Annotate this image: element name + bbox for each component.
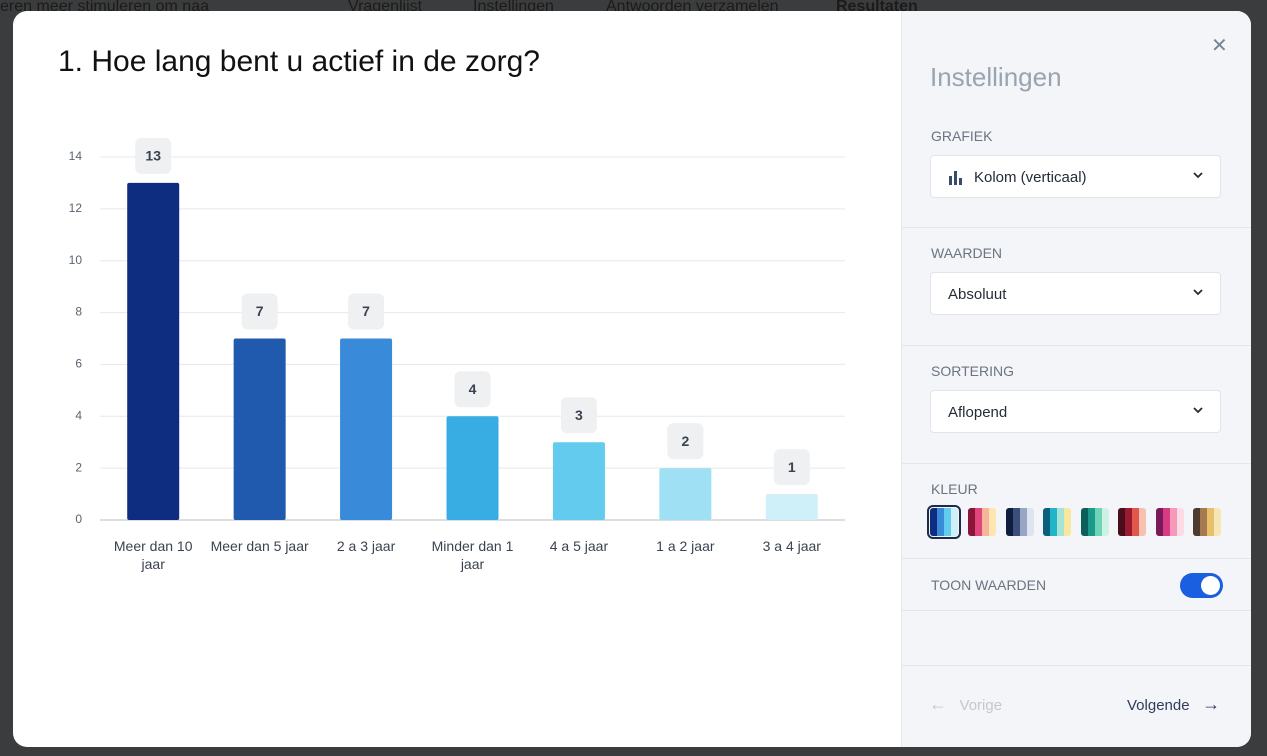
bar (446, 416, 499, 520)
y-tick-label: 14 (69, 149, 83, 163)
close-button[interactable]: ✕ (1211, 35, 1228, 57)
modal (13, 11, 1251, 747)
chevron (1193, 172, 1203, 179)
palette-swatch[interactable] (1193, 508, 1221, 536)
y-tick-label: 4 (75, 408, 82, 422)
y-tick-label: 2 (75, 460, 82, 474)
sort-select[interactable]: Aflopend (930, 390, 1221, 433)
divider (901, 558, 1251, 559)
y-tick-label: 12 (69, 201, 83, 215)
bar (552, 442, 605, 520)
bar (765, 494, 818, 520)
chevron (1193, 289, 1203, 296)
bar (127, 182, 180, 520)
bar (340, 338, 393, 520)
x-tick-label: Meer dan 10 jaar (113, 538, 193, 572)
x-tick-label: Minder dan 1 jaar (431, 538, 514, 572)
next-label: Volgende (1127, 697, 1190, 714)
x-tick-label: 3 a 4 jaar (762, 538, 821, 554)
toggle[interactable] (1180, 573, 1223, 598)
select-value: Absoluut (948, 286, 1007, 303)
bar (233, 338, 286, 520)
divider (901, 227, 1251, 228)
value-badge (454, 371, 491, 408)
x-tick-label: 4 a 5 jaar (549, 538, 609, 554)
palette-swatch[interactable] (1043, 508, 1071, 536)
next-button[interactable]: Volgende → (1127, 694, 1221, 714)
value-badge (241, 293, 278, 330)
settings-panel (901, 11, 1251, 747)
section-label: WAARDEN (931, 245, 1003, 261)
chart-title: 1. Hoe lang bent u actief in de zorg? (58, 45, 540, 78)
select-value: Aflopend (948, 404, 1008, 421)
section-label: GRAFIEK (931, 128, 993, 144)
divider (901, 610, 1251, 611)
chart-type-select[interactable]: Kolom (verticaal) (930, 155, 1221, 198)
y-tick-label: 8 (75, 305, 82, 319)
palette-swatch[interactable] (1118, 508, 1146, 536)
value-label: 1 (788, 459, 796, 475)
x-tick-label: 2 a 3 jaar (336, 538, 396, 554)
previous-label: Vorige (959, 697, 1003, 714)
divider (901, 463, 1251, 464)
palette-swatch[interactable] (927, 505, 961, 539)
palette-swatch[interactable] (1006, 508, 1034, 536)
section-label: KLEUR (931, 481, 978, 497)
section-label: SORTERING (931, 363, 1014, 379)
palette-swatch[interactable] (1156, 508, 1184, 536)
palette-swatch[interactable] (1081, 508, 1109, 536)
panel-title: Instellingen (930, 62, 1062, 92)
value-badge (348, 293, 385, 330)
divider (901, 345, 1251, 346)
value-badge (560, 397, 597, 434)
y-tick-label: 0 (75, 512, 82, 526)
bar (659, 468, 712, 520)
values-select[interactable]: Absoluut (930, 272, 1221, 315)
y-tick-label: 10 (69, 253, 83, 267)
select-value: Kolom (verticaal) (974, 169, 1087, 186)
value-label: 2 (681, 433, 689, 449)
value-label: 7 (362, 303, 370, 319)
value-badge (135, 137, 172, 174)
chart: 1. Hoe lang bent u actief in de zorg? 0 2… (58, 45, 845, 526)
value-badge (667, 423, 704, 460)
previous-button[interactable]: ← Vorige (929, 694, 1003, 714)
value-label: 4 (469, 381, 477, 397)
value-label: 3 (575, 407, 583, 423)
palette-swatch[interactable] (968, 508, 996, 536)
column-icon (949, 171, 962, 185)
divider (901, 665, 1251, 666)
x-tick-label: Meer dan 5 jaar (210, 538, 309, 554)
y-tick-label: 6 (75, 357, 82, 371)
value-badge (773, 449, 810, 486)
value-label: 7 (256, 303, 264, 319)
toggle-label: TOON WAARDEN (931, 577, 1047, 593)
value-label: 13 (145, 148, 161, 164)
x-tick-label: 1 a 2 jaar (656, 538, 715, 554)
chevron (1193, 407, 1203, 414)
